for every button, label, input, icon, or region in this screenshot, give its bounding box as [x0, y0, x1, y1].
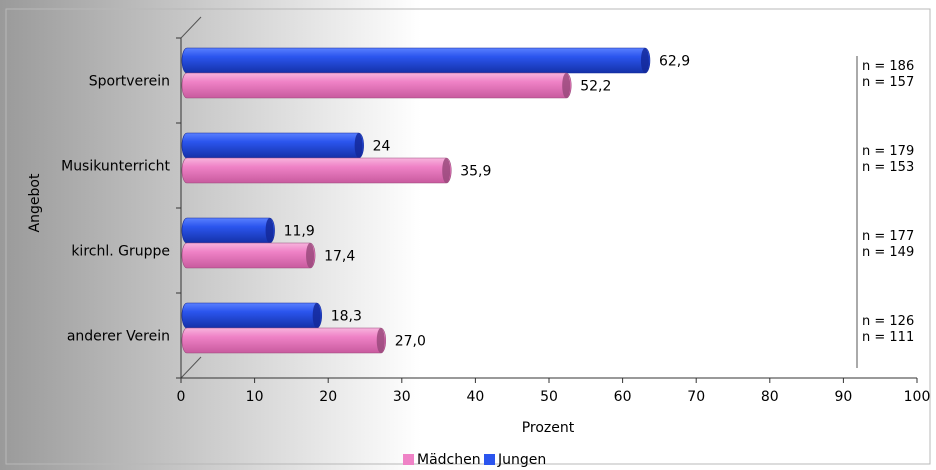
- bar-end-cap: [265, 218, 274, 243]
- data-label: 35,9: [460, 164, 491, 180]
- n-label: n = 111: [862, 330, 914, 345]
- bars: [181, 47, 651, 354]
- n-label: n = 177: [862, 229, 914, 244]
- bar-end-cap: [442, 158, 451, 183]
- bar-maedchen: [181, 327, 387, 354]
- x-tick-label: 10: [246, 389, 264, 405]
- legend-label: Jungen: [497, 452, 546, 468]
- bar-end-cap: [376, 328, 385, 353]
- data-label: 17,4: [324, 249, 355, 265]
- bar-jungen: [181, 47, 651, 74]
- x-tick-label: 0: [177, 389, 186, 405]
- category-label: Musikunterricht: [61, 159, 170, 175]
- category-label: Sportverein: [89, 74, 170, 90]
- x-tick-label: 70: [687, 389, 705, 405]
- bar-maedchen: [181, 157, 452, 184]
- n-label: n = 126: [862, 314, 914, 329]
- y-axis-title: Angebot: [27, 173, 43, 232]
- bar-jungen: [181, 302, 322, 329]
- bar-maedchen: [181, 72, 572, 99]
- x-axis-title: Prozent: [522, 420, 575, 436]
- bar-end-cap: [312, 303, 321, 328]
- y-axis-top-depth: [180, 16, 202, 39]
- bar-jungen: [181, 217, 275, 244]
- x-tick-label: 30: [393, 389, 411, 405]
- data-label: 11,9: [284, 224, 315, 240]
- bar-end-cap: [354, 133, 363, 158]
- chart-frame: [5, 8, 931, 465]
- n-label: n = 186: [862, 59, 914, 74]
- x-tick-label: 20: [319, 389, 337, 405]
- legend: Mädchen Jungen: [403, 452, 546, 468]
- data-label: 52,2: [580, 79, 611, 95]
- data-label: 27,0: [395, 334, 426, 350]
- legend-label: Mädchen: [417, 452, 481, 468]
- floor-depth-line: [180, 356, 202, 379]
- bar-end-cap: [306, 243, 315, 268]
- data-label: 18,3: [331, 309, 362, 325]
- x-tick-label: 90: [834, 389, 852, 405]
- data-label: 24: [373, 139, 391, 155]
- n-label: n = 157: [862, 75, 914, 90]
- bar-maedchen: [181, 242, 316, 269]
- data-label: 62,9: [659, 54, 690, 70]
- bar-jungen: [181, 132, 364, 159]
- n-label: n = 179: [862, 144, 914, 159]
- x-tick-label: 40: [466, 389, 484, 405]
- x-tick-label: 100: [904, 389, 931, 405]
- x-tick-label: 50: [540, 389, 558, 405]
- bar-end-cap: [562, 73, 571, 98]
- x-tick-label: 60: [614, 389, 632, 405]
- legend-swatch: [484, 454, 495, 465]
- category-label: kirchl. Gruppe: [71, 244, 170, 260]
- n-label: n = 153: [862, 160, 914, 175]
- n-label: n = 149: [862, 245, 914, 260]
- x-tick-label: 80: [761, 389, 779, 405]
- axes: 0 10 20 30 40 50 60 70 80 90 100: [176, 16, 931, 405]
- legend-swatch: [403, 454, 414, 465]
- category-label: anderer Verein: [67, 329, 170, 345]
- bar-end-cap: [640, 48, 649, 73]
